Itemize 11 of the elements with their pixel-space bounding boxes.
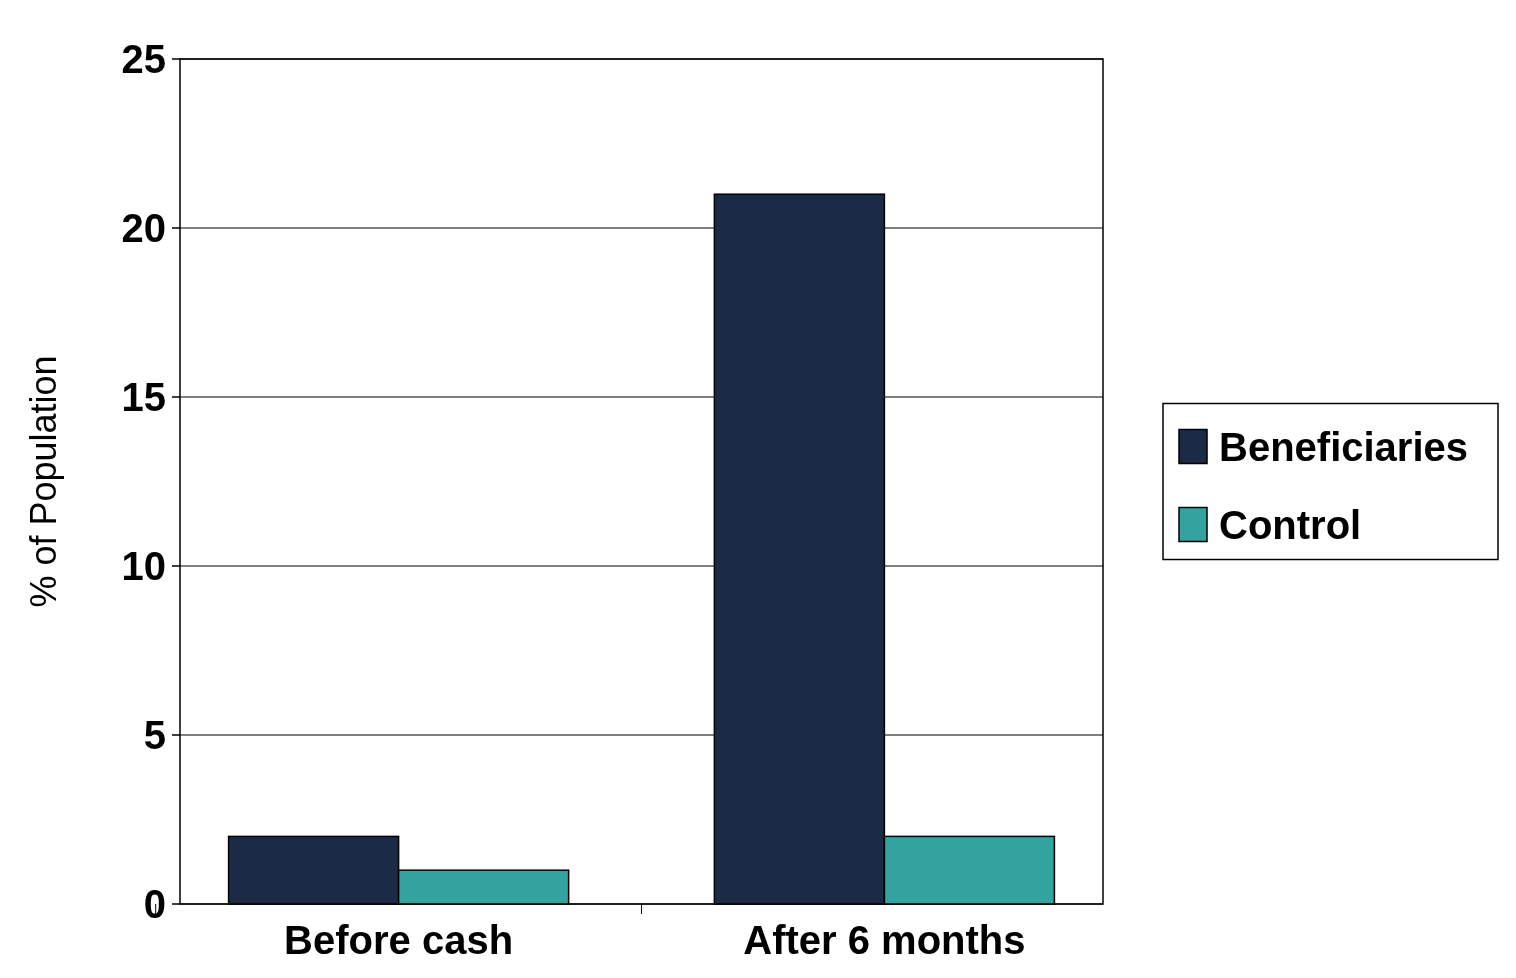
x-tick-label: Before cash xyxy=(284,918,514,962)
x-tick-label: After 6 months xyxy=(743,918,1026,962)
y-tick-label: 10 xyxy=(121,544,166,588)
legend-label: Beneficiaries xyxy=(1219,424,1469,469)
y-tick-label: 20 xyxy=(121,206,166,250)
y-tick-label: 5 xyxy=(143,713,166,757)
legend-label: Control xyxy=(1219,502,1362,547)
y-tick-label: 25 xyxy=(121,37,166,81)
y-axis-title: % of Population xyxy=(23,355,64,608)
y-tick-label: 0 xyxy=(143,882,166,926)
y-tick-label: 15 xyxy=(121,375,166,419)
